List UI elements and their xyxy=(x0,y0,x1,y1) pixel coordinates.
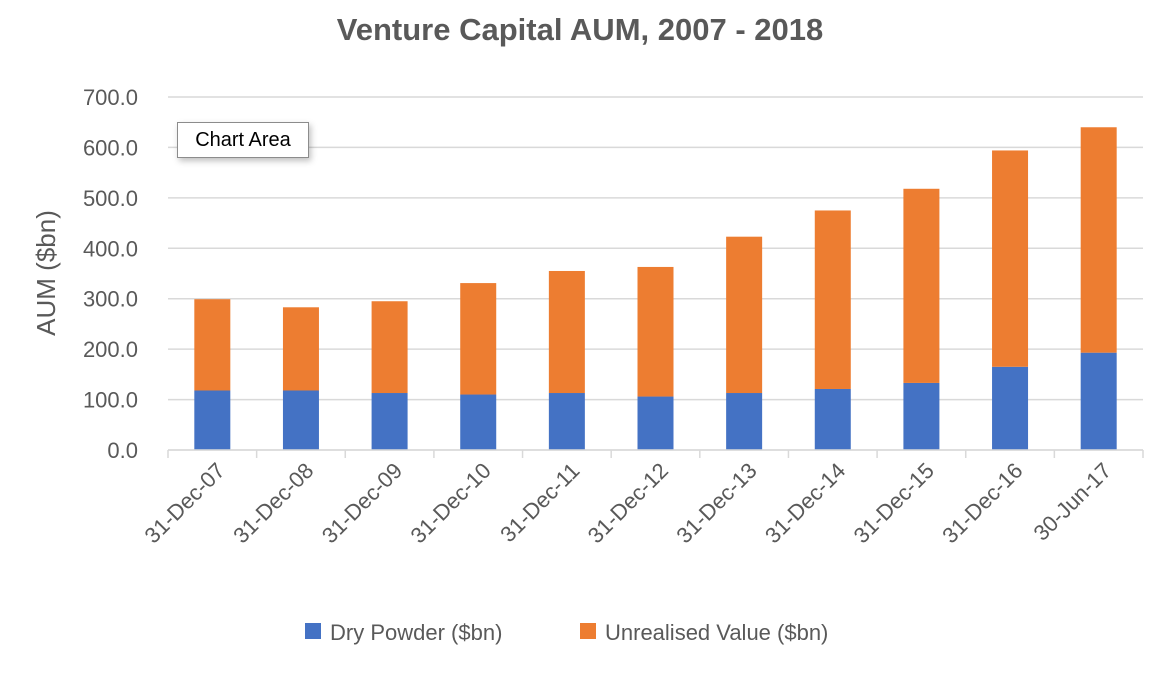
y-tick-label: 400.0 xyxy=(83,236,138,261)
bar-unrealised-value[interactable] xyxy=(814,210,851,389)
x-tick-label: 31-Dec-09 xyxy=(317,458,407,548)
bar-dry-powder[interactable] xyxy=(371,393,408,450)
bar-dry-powder[interactable] xyxy=(903,382,940,450)
x-tick-label: 31-Dec-10 xyxy=(405,458,495,548)
x-tick-label: 31-Dec-11 xyxy=(495,458,584,547)
y-tick-label: 0.0 xyxy=(107,438,138,463)
y-tick-label: 300.0 xyxy=(83,287,138,312)
legend-label-unrealised-value: Unrealised Value ($bn) xyxy=(605,620,828,645)
y-tick-label: 700.0 xyxy=(83,85,138,110)
y-tick-label: 100.0 xyxy=(83,388,138,413)
y-axis-ticks: 0.0 100.0 200.0 300.0 400.0 500.0 600.0 700.0 xyxy=(83,85,138,463)
legend-swatch-dry-powder xyxy=(305,623,321,639)
y-tick-label: 200.0 xyxy=(83,337,138,362)
bar-unrealised-value[interactable] xyxy=(726,236,763,394)
x-tick-label: 31-Dec-14 xyxy=(760,458,850,548)
bar-unrealised-value[interactable] xyxy=(992,150,1029,367)
bar-unrealised-value[interactable] xyxy=(903,188,940,383)
bar-dry-powder[interactable] xyxy=(814,388,851,450)
x-tick-label: 30-Jun-17 xyxy=(1028,458,1116,546)
x-tick-label: 31-Dec-08 xyxy=(228,458,318,548)
bar-unrealised-value[interactable] xyxy=(1080,127,1117,353)
bar-unrealised-value[interactable] xyxy=(637,266,674,397)
x-tick-label: 31-Dec-07 xyxy=(140,458,230,548)
x-tick-label: 31-Dec-16 xyxy=(937,458,1027,548)
bar-unrealised-value[interactable] xyxy=(194,299,231,391)
x-tick-label: 31-Dec-13 xyxy=(671,458,761,548)
chart-title: Venture Capital AUM, 2007 - 2018 xyxy=(337,12,823,47)
bar-dry-powder[interactable] xyxy=(637,396,674,450)
bar-unrealised-value[interactable] xyxy=(371,301,408,394)
bar-dry-powder[interactable] xyxy=(460,394,497,450)
bar-dry-powder[interactable] xyxy=(194,390,231,450)
chart-area-tooltip: Chart Area xyxy=(177,122,309,158)
x-tick-label: 31-Dec-15 xyxy=(849,458,939,548)
legend: Dry Powder ($bn) Unrealised Value ($bn) xyxy=(305,620,828,645)
bar-dry-powder[interactable] xyxy=(282,390,319,450)
bar-dry-powder[interactable] xyxy=(548,393,585,450)
bar-unrealised-value[interactable] xyxy=(282,307,319,391)
bar-dry-powder[interactable] xyxy=(726,393,763,450)
bar-unrealised-value[interactable] xyxy=(548,270,585,394)
y-tick-label: 600.0 xyxy=(83,135,138,160)
bar-dry-powder[interactable] xyxy=(1080,352,1117,450)
y-tick-label: 500.0 xyxy=(83,186,138,211)
bars xyxy=(194,127,1117,450)
bar-dry-powder[interactable] xyxy=(992,366,1029,450)
legend-swatch-unrealised-value xyxy=(580,623,596,639)
legend-label-dry-powder: Dry Powder ($bn) xyxy=(330,620,502,645)
x-tick-label: 31-Dec-12 xyxy=(583,458,673,548)
bar-unrealised-value[interactable] xyxy=(460,283,497,395)
y-axis-label: AUM ($bn) xyxy=(31,210,61,336)
